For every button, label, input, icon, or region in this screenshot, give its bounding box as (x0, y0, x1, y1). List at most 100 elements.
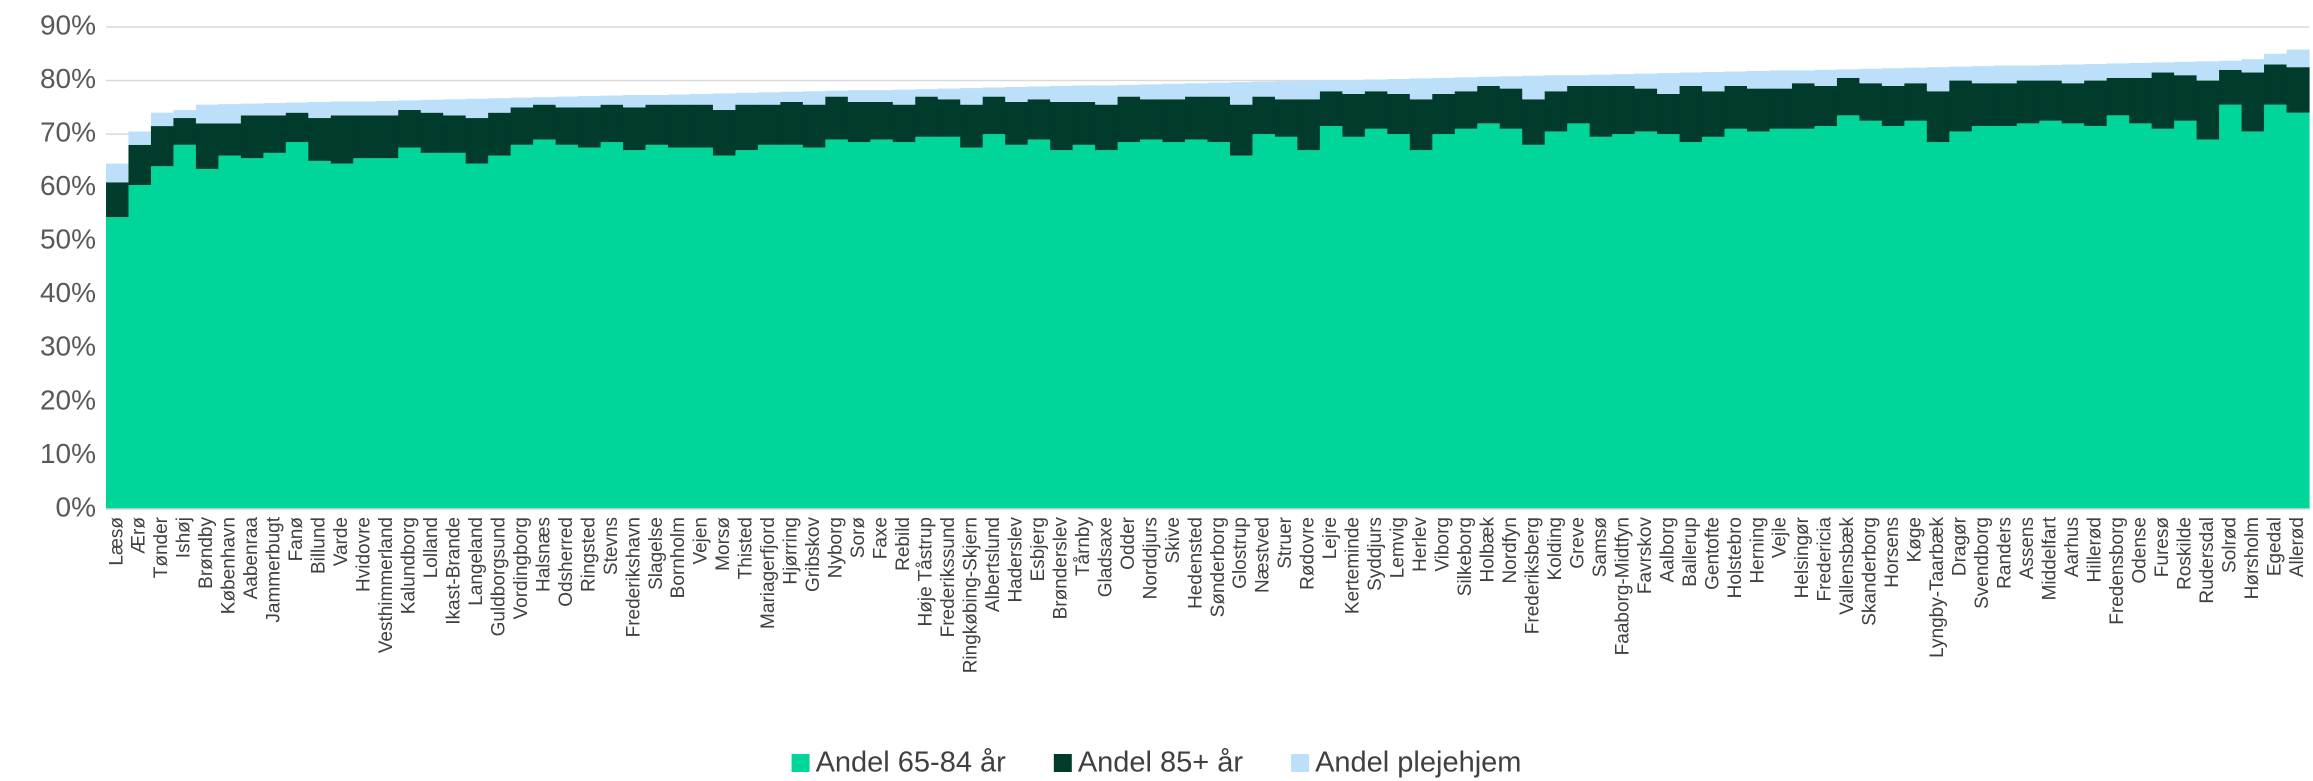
bar-segment (2174, 120, 2198, 509)
bar-segment (2129, 62, 2153, 78)
bar-segment (555, 96, 579, 108)
bar-segment (1387, 78, 1411, 94)
legend-swatch (1291, 754, 1310, 772)
x-tick-label: Aabenraa (241, 517, 262, 600)
bar-segment (2084, 63, 2108, 81)
bar-segment (1319, 80, 1343, 92)
x-tick-label: Hvidovre (354, 517, 375, 592)
bar-segment (1297, 150, 1321, 509)
bar-segment (1005, 144, 1029, 510)
bar-segment (1859, 120, 1883, 509)
bar-segment (667, 104, 692, 148)
x-tick-label: Skanderborg (1860, 517, 1881, 626)
bar-segment (578, 107, 602, 148)
bar-segment (1274, 136, 1299, 510)
bar-segment (353, 101, 377, 116)
y-tick-label: 30% (40, 331, 96, 362)
x-tick-label: Billund (309, 517, 330, 574)
bar-segment (2286, 49, 2310, 68)
bar-segment (2151, 72, 2175, 129)
bar-segment (1027, 139, 1051, 509)
bar-segment (1747, 131, 1771, 509)
bar-segment (1207, 96, 1231, 143)
bar-segment (1454, 128, 1478, 509)
bar-segment (712, 110, 737, 156)
bar-segment (1185, 139, 1209, 509)
bar-segment (1162, 99, 1186, 143)
bar-segment (757, 104, 781, 145)
bar-segment (1836, 69, 1861, 78)
bar-segment (623, 95, 647, 108)
bar-segment (915, 96, 939, 137)
bar-segment (1791, 70, 1816, 84)
bar-segment (1432, 93, 1456, 135)
bar-segment (106, 182, 130, 218)
bar-segment (600, 104, 624, 143)
bar-segment (780, 101, 804, 145)
bar-segment (2241, 59, 2265, 73)
bar-segment (1881, 85, 1905, 127)
legend: Andel 65-84 år Andel 85+ år Andel plejehje… (791, 747, 1521, 779)
bar-segment (847, 142, 871, 509)
bar-segment (1904, 120, 1928, 509)
x-tick-label: Lyngby-Taarbæk (1927, 517, 1948, 658)
x-tick-label: Varde (331, 517, 352, 566)
bar-segment (1724, 85, 1748, 129)
bar-segment (1904, 67, 1928, 84)
bar-segment (1724, 71, 1748, 86)
bar-segment (757, 144, 781, 510)
bar-segment (1409, 150, 1433, 509)
bar-segment (1814, 126, 1838, 510)
bar-segment (1229, 82, 1254, 105)
bar-segment (375, 115, 399, 159)
x-tick-label: Egedal (2264, 517, 2285, 576)
x-tick-label: Aalborg (1657, 517, 1678, 583)
bar-segment (1140, 84, 1164, 100)
x-tick-label: Bornholm (668, 517, 689, 598)
bar-segment (555, 107, 579, 145)
bar-segment (1881, 68, 1905, 86)
bar-segment (443, 99, 467, 116)
bar-segment (353, 158, 377, 509)
bar-segment (533, 104, 557, 140)
x-tick-label: Solrød (2219, 517, 2240, 573)
bar-segment (2151, 128, 2175, 509)
bar-segment (1364, 91, 1388, 129)
y-tick-label: 80% (40, 63, 96, 94)
x-tick-label: Sønderborg (1208, 517, 1229, 617)
bar-segment (2039, 120, 2063, 509)
y-tick-label: 20% (40, 384, 96, 415)
bar-segment (1859, 83, 1883, 121)
bar-segment (1634, 131, 1658, 509)
x-tick-label: Hillerød (2084, 517, 2105, 582)
bar-segment (1252, 134, 1276, 509)
bar-segment (2106, 63, 2130, 78)
x-tick-label: Assens (2017, 517, 2038, 579)
x-tick-label: Ballerup (1680, 517, 1701, 587)
bar-segment (937, 136, 961, 510)
bar-segment (308, 101, 332, 119)
bar-segment (555, 144, 579, 510)
bar-segment (2174, 75, 2198, 121)
x-tick-label: Ringsted (578, 517, 599, 592)
x-tick-label: København (219, 517, 240, 614)
bar-segment (1634, 73, 1658, 89)
bar-segment (1432, 134, 1456, 509)
legend-label: Andel 85+ år (1078, 747, 1244, 779)
bar-segment (1769, 70, 1793, 89)
bar-segment (712, 155, 737, 510)
x-tick-label: Herning (1747, 517, 1768, 584)
bar-segment (825, 139, 849, 509)
bar-segment (1791, 83, 1816, 129)
bar-segment (1387, 134, 1411, 509)
bar-segment (1319, 91, 1343, 127)
bar-segment (825, 90, 849, 97)
bar-segment (420, 99, 444, 113)
bar-segment (1836, 115, 1861, 509)
bar-segment (1702, 136, 1726, 510)
x-tick-label: Vejen (691, 517, 712, 565)
bar-segment (1522, 144, 1546, 510)
bar-segment (2106, 115, 2130, 509)
bar-segment (330, 101, 354, 116)
